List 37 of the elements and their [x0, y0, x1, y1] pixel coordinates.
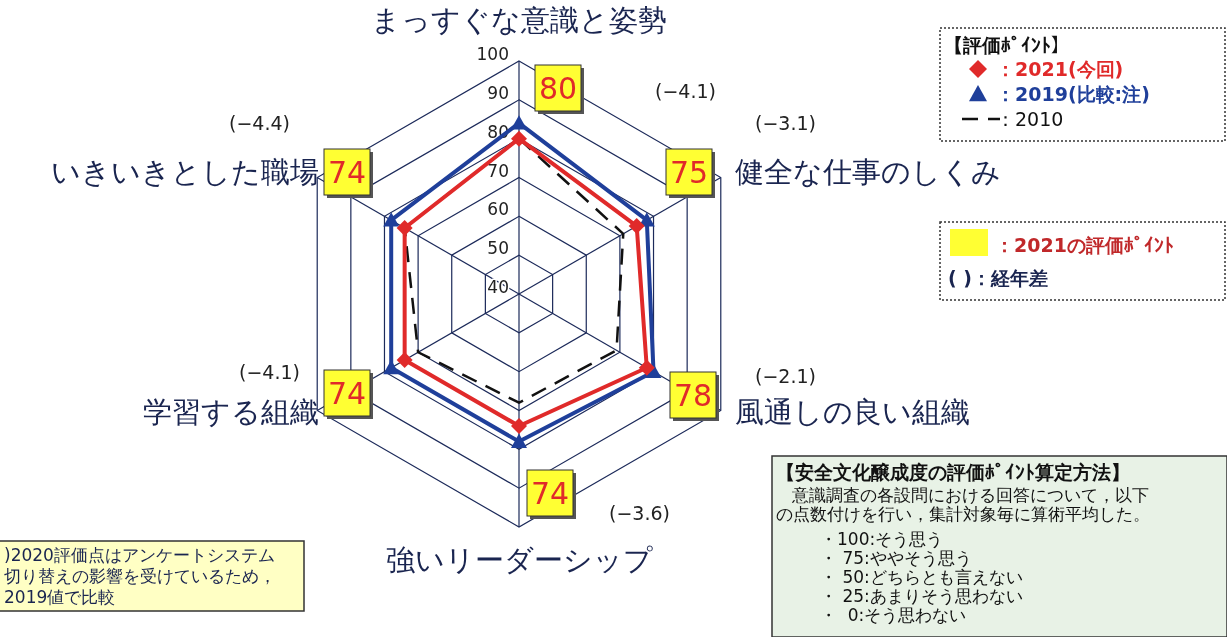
value-label: 78	[669, 371, 719, 421]
y-tick-label: 70	[487, 160, 509, 181]
data-label: 78	[673, 378, 713, 413]
spoke-label: 学習する組織	[143, 395, 319, 429]
value-label: 74	[323, 369, 373, 419]
value-label: 75	[665, 148, 715, 198]
spoke-label: まっすぐな意識と姿勢	[371, 3, 667, 37]
value-label: 80	[534, 64, 584, 114]
text: (−4.1)	[655, 80, 716, 102]
note: )2020評価点はアンケートシステム切り替えの影響を受けているため，2019値で比較	[0, 540, 305, 612]
spoke-label: 強いリーダーシップ	[385, 543, 653, 577]
text: (−4.4)	[229, 112, 290, 134]
y-tick-label: 60	[487, 199, 509, 220]
legend-label: ：2021(今回)	[996, 58, 1124, 80]
text: (−3.6)	[609, 502, 670, 524]
y-tick-label: 100	[476, 44, 509, 64]
y-tick-label: 90	[487, 82, 509, 103]
spoke-label: 風通しの良い組織	[735, 395, 970, 429]
spoke-label: 健全な仕事のしくみ	[735, 155, 1001, 189]
legend-title: 【評価ﾎﾟｲﾝﾄ】	[944, 34, 1070, 56]
data-label: 75	[669, 155, 709, 190]
value-label: 74	[526, 469, 576, 519]
y-tick-label: 40	[487, 277, 509, 297]
key: ：2021の評価ﾎﾟｲﾝﾄ ( )：経年差	[939, 221, 1226, 301]
legend-label: ：2019(比較:注)	[996, 83, 1150, 105]
method: 【安全文化醸成度の評価ﾎﾟｲﾝﾄ算定方法】 意識調査の各設問における回答について，以下の点数付けを行い，集計対象毎に算術平均した。 ・100:そう思う ・ 75:ややそう思う ・ 50:どちらとも言えない ・ 25:あまりそう思わない ・ 0:そう思わない	[771, 455, 1227, 637]
y-tick-label: 50	[487, 238, 509, 259]
text: (−2.1)	[755, 365, 816, 387]
text: (−3.1)	[755, 112, 816, 134]
data-label: 74	[327, 376, 367, 411]
text: (−4.1)	[239, 361, 300, 383]
data-label: 74	[530, 476, 570, 511]
value-label: 74	[323, 148, 373, 198]
legend-label: ：2010	[996, 108, 1064, 130]
data-label: 80	[538, 71, 578, 106]
spoke-label: いきいきとした職場	[51, 155, 319, 189]
data-label: 74	[327, 155, 367, 190]
